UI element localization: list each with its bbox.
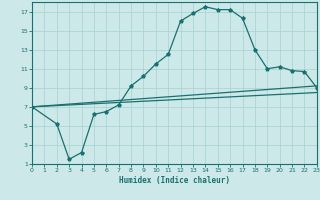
X-axis label: Humidex (Indice chaleur): Humidex (Indice chaleur)	[119, 176, 230, 185]
